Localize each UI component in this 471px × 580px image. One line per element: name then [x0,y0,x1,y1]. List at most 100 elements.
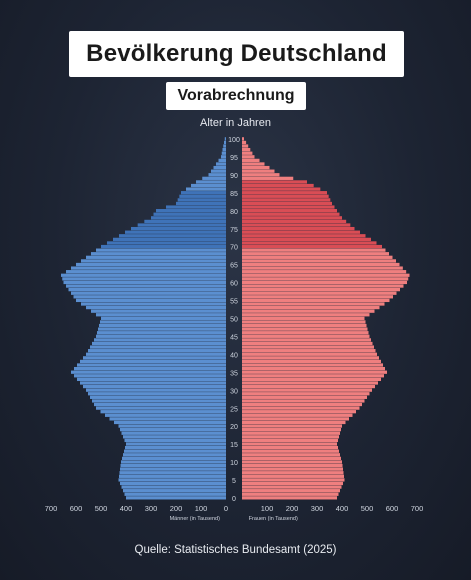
y-tick-label-5: 5 [232,478,236,485]
y-tick-label-25: 25 [230,406,238,413]
bar-women-age-67 [242,255,393,259]
bar-men-age-66 [81,259,226,263]
chart-subtitle-text: Vorabrechnung [177,87,295,104]
bar-men-age-82 [176,201,226,206]
bar-men-age-40 [86,352,226,356]
bar-women-age-36 [242,366,385,371]
bar-men-age-13 [124,449,226,453]
bar-men-age-12 [123,453,226,457]
bar-men-age-99 [224,140,226,145]
bar-men-age-18 [121,431,226,435]
bar-women-age-40 [242,352,377,356]
bar-women-age-6 [242,474,344,478]
bar-women-age-18 [242,431,340,435]
bar-women-age-70 [242,244,382,249]
chart-subtitle: Vorabrechnung [166,82,306,110]
bar-men-age-58 [68,288,226,292]
x-axis-label-men: Männer (in Tausend) [170,516,221,522]
bar-men-age-76 [137,223,226,227]
x-tick-women-500: 500 [361,504,374,513]
bar-men-age-77 [144,219,227,224]
bar-women-age-84 [242,194,329,198]
bar-women-age-53 [242,305,380,310]
bar-women-age-60 [242,280,407,285]
bar-men-age-72 [113,237,226,242]
bar-men-age-92 [213,165,226,170]
bar-women-age-52 [242,309,375,313]
bar-men-age-48 [99,323,226,328]
bar-men-age-71 [107,241,226,245]
bar-men-age-56 [73,295,226,299]
bar-men-age-31 [83,384,226,389]
bar-women-age-58 [242,288,400,292]
bar-women-age-17 [242,435,339,439]
bar-women-age-73 [242,234,366,238]
bar-women-age-81 [242,205,335,209]
bar-men-age-88 [196,180,226,184]
bar-men-age-19 [120,428,226,432]
bar-women-age-75 [242,226,355,231]
bar-men-age-98 [223,144,226,148]
bar-men-age-33 [77,377,226,382]
x-tick-men-100: 100 [195,504,208,513]
bar-men-age-64 [71,266,226,270]
bar-women-age-34 [242,374,384,378]
bar-women-age-45 [242,334,370,338]
bar-men-age-5 [118,478,226,482]
bar-women-age-47 [242,327,368,331]
bar-men-age-68 [91,252,226,256]
bar-men-age-85 [181,191,226,195]
bar-women-age-100 [242,137,244,141]
bar-men-age-59 [66,284,226,288]
bar-women-age-48 [242,323,367,328]
bar-women-age-98 [242,144,249,148]
bar-men-age-8 [120,467,226,471]
bar-men-age-55 [76,298,226,303]
x-tick-women-400: 400 [336,504,349,513]
bar-women-age-0 [242,496,337,500]
bar-men-age-45 [96,334,226,338]
bar-men-age-42 [90,345,226,349]
bar-women-age-88 [242,180,307,184]
bar-women-age-80 [242,209,337,213]
bar-women-age-91 [242,169,275,173]
bar-men-age-100 [224,137,226,141]
y-tick-label-90: 90 [230,173,238,180]
bar-men-age-97 [222,147,226,152]
y-tick-label-85: 85 [230,191,238,198]
bar-women-age-56 [242,295,393,299]
bar-women-age-74 [242,230,360,234]
bar-women-age-28 [242,395,367,399]
bar-women-age-26 [242,402,362,407]
bar-men-age-29 [88,392,226,396]
bar-women-age-90 [242,173,280,177]
bar-women-age-29 [242,392,370,396]
source-note: Quelle: Statistisches Bundesamt (2025) [134,544,337,556]
bar-women-age-66 [242,259,396,263]
bar-women-age-38 [242,359,381,364]
bar-women-age-76 [242,223,351,227]
bar-women-age-14 [242,445,338,450]
bar-men-age-1 [124,492,226,496]
bar-women-age-4 [242,481,343,486]
bar-women-age-31 [242,384,375,389]
bar-men-age-83 [177,198,226,202]
bar-women-age-30 [242,388,372,392]
bar-men-age-26 [94,402,226,407]
x-tick-men-400: 400 [120,504,133,513]
bar-women-age-71 [242,241,377,245]
chart-title-text: Bevölkerung Deutschland [86,40,387,67]
bar-women-age-13 [242,449,339,453]
bar-women-age-12 [242,453,340,457]
bar-men-age-84 [179,194,227,198]
x-tick-men-200: 200 [170,504,183,513]
bar-men-age-67 [86,255,226,259]
bar-men-age-9 [120,463,226,468]
bar-men-age-30 [86,388,226,392]
bar-women-age-25 [242,406,360,410]
bar-men-age-34 [74,374,226,378]
bar-women-age-89 [242,176,294,180]
bar-men-age-37 [77,363,226,367]
bar-women-age-10 [242,460,342,464]
bar-women-age-92 [242,165,270,170]
